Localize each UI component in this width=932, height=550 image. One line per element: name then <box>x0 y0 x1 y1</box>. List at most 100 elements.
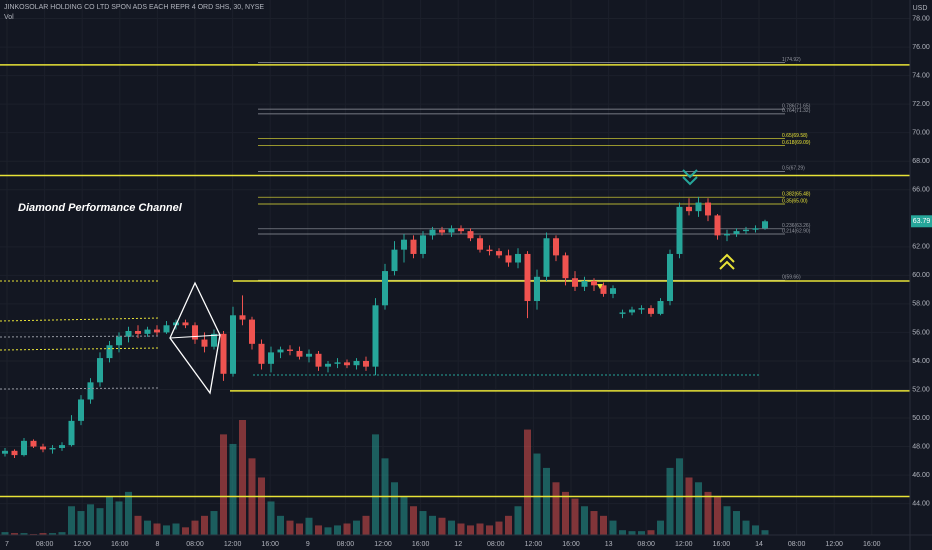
candle-body <box>21 440 27 456</box>
volume-bar <box>343 523 351 535</box>
candle-body <box>439 229 445 233</box>
candle-body <box>211 333 217 347</box>
volume-bar <box>438 517 446 535</box>
fib-label: 0.764(71.32) <box>782 108 811 114</box>
y-tick-label: 62.00 <box>912 244 930 251</box>
x-tick-label: 16:00 <box>111 541 129 548</box>
volume-bar <box>685 477 693 535</box>
candle-body <box>705 202 711 216</box>
x-tick-label: 12:00 <box>825 541 843 548</box>
candle-body <box>553 238 559 256</box>
candle-body <box>40 446 46 450</box>
y-tick-label: 78.00 <box>912 15 930 22</box>
x-tick-label: 9 <box>306 541 310 548</box>
volume-bar <box>296 523 303 535</box>
candle-body <box>2 450 8 454</box>
candle-body <box>49 447 56 450</box>
volume-bar <box>495 521 503 535</box>
candle-body <box>467 231 474 239</box>
candle-body <box>144 329 151 334</box>
dotted-level <box>0 335 161 338</box>
y-tick-label: 48.00 <box>912 443 930 450</box>
x-tick-label: 12 <box>454 541 462 548</box>
volume-bar <box>562 491 569 535</box>
candle-body <box>201 339 208 347</box>
volume-bar <box>305 517 313 535</box>
x-tick-label: 13 <box>605 541 613 548</box>
candle-body <box>372 305 379 367</box>
candle-body <box>486 249 493 252</box>
last-price-tag <box>911 215 932 228</box>
candle-body <box>762 221 768 229</box>
volume-bar <box>486 525 493 535</box>
candle-body <box>239 315 246 320</box>
x-tick-label: 7 <box>5 541 9 548</box>
volume-bar <box>163 525 170 535</box>
candle-body <box>496 251 502 256</box>
volume-bar <box>77 511 85 535</box>
candle-body <box>258 343 265 364</box>
volume-bar <box>695 482 702 535</box>
y-tick-label: 70.00 <box>912 130 930 137</box>
volume-bar <box>619 530 626 535</box>
volume-bar <box>524 429 531 535</box>
volume-bar <box>258 477 265 535</box>
volume-bar <box>761 530 769 535</box>
candle-body <box>733 231 740 234</box>
volume-bar <box>353 520 360 535</box>
volume-bar <box>714 496 721 535</box>
candle-body <box>163 325 170 333</box>
candle-body <box>619 312 626 314</box>
fib-label: 0.5(67.29) <box>782 166 805 172</box>
candle-body <box>562 255 569 279</box>
x-tick-label: 08:00 <box>337 541 355 548</box>
volume-bar <box>543 467 550 535</box>
x-tick-label: 16:00 <box>863 541 881 548</box>
y-tick-label: 66.00 <box>912 187 930 194</box>
candle-body <box>154 329 160 333</box>
candle-body <box>363 360 369 367</box>
y-tick-label: 74.00 <box>912 72 930 79</box>
candle-body <box>230 315 236 374</box>
volume-bar <box>609 520 617 535</box>
y-tick-label: 54.00 <box>912 358 930 365</box>
candle-body <box>268 352 274 364</box>
volume-bar <box>514 506 522 535</box>
y-tick-label: 52.00 <box>912 386 930 393</box>
dotted-level <box>0 317 161 322</box>
candle-body <box>591 281 597 286</box>
volume-bar <box>657 520 664 535</box>
x-tick-label: 08:00 <box>186 541 204 548</box>
candle-body <box>686 206 692 212</box>
candle-body <box>353 360 360 366</box>
volume-bar <box>220 434 227 535</box>
volume-bar <box>429 515 436 535</box>
volume-bar <box>372 434 379 535</box>
candle-body <box>429 229 436 236</box>
volume-bar <box>733 511 740 535</box>
candle-body <box>277 349 284 353</box>
x-tick-label: 16:00 <box>562 541 580 548</box>
y-tick-label: 72.00 <box>912 101 930 108</box>
candle-body <box>78 399 84 421</box>
volume-bar <box>87 504 94 535</box>
signal-down <box>682 176 698 186</box>
volume-bar <box>742 520 750 535</box>
candle-body <box>448 228 455 233</box>
fib-label: 0.214(62.90) <box>782 228 811 234</box>
candle-body <box>306 353 312 357</box>
currency: USD <box>913 5 928 12</box>
x-tick-label: 12:00 <box>73 541 91 548</box>
fib-label: 0.618(69.09) <box>782 140 811 146</box>
candle-body <box>249 319 255 344</box>
last-price-label: 63.79 <box>913 218 931 225</box>
volume-bar <box>448 520 455 535</box>
candle-body <box>572 278 578 287</box>
candle-body <box>334 362 341 364</box>
candle-body <box>420 235 426 254</box>
dotted-level <box>0 347 161 351</box>
x-tick-label: 08:00 <box>487 541 505 548</box>
annotation: Diamond Performance Channel <box>18 202 183 214</box>
volume-bar <box>11 533 18 535</box>
